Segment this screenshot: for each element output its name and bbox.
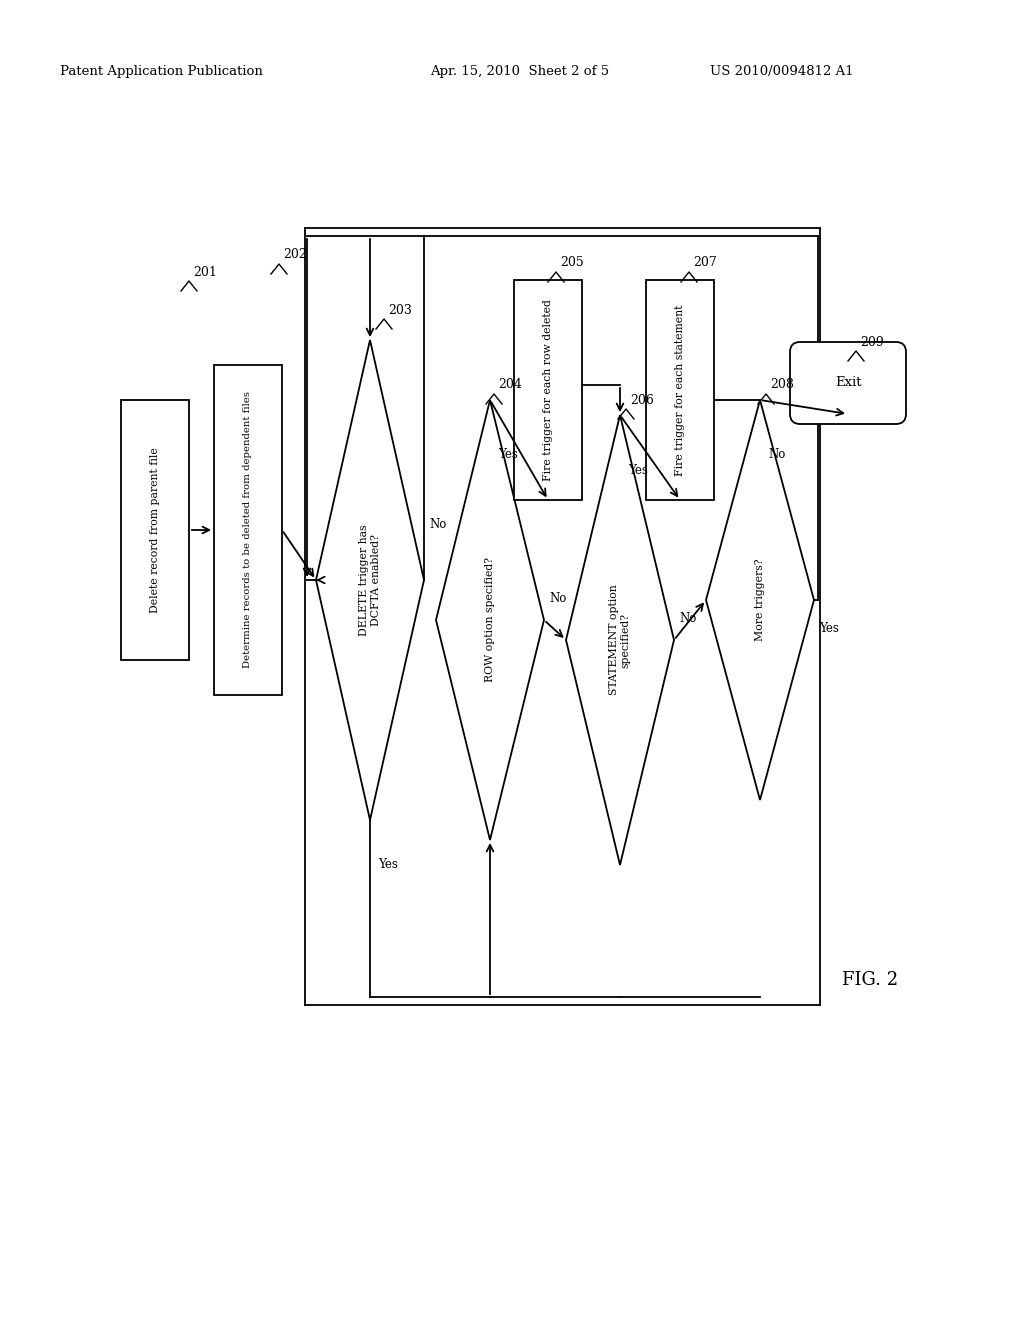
Text: FIG. 2: FIG. 2 xyxy=(842,972,898,989)
Text: Apr. 15, 2010  Sheet 2 of 5: Apr. 15, 2010 Sheet 2 of 5 xyxy=(430,66,609,78)
Text: No: No xyxy=(679,611,696,624)
Polygon shape xyxy=(436,400,544,840)
Text: 208: 208 xyxy=(770,379,794,392)
Text: 202: 202 xyxy=(283,248,307,261)
Text: 209: 209 xyxy=(860,335,884,348)
Text: More triggers?: More triggers? xyxy=(755,558,765,642)
Text: No: No xyxy=(429,519,446,532)
Text: Exit: Exit xyxy=(835,376,861,389)
Polygon shape xyxy=(566,414,674,865)
Bar xyxy=(214,366,282,696)
Text: Yes: Yes xyxy=(378,858,398,871)
Bar xyxy=(121,400,189,660)
Bar xyxy=(514,280,582,500)
Text: DELETE trigger has
DCFTA enabled?: DELETE trigger has DCFTA enabled? xyxy=(359,524,381,636)
Text: Yes: Yes xyxy=(819,622,839,635)
Text: Delete record from parent file: Delete record from parent file xyxy=(150,447,160,612)
Polygon shape xyxy=(706,400,814,800)
Text: 207: 207 xyxy=(693,256,717,269)
Text: Yes: Yes xyxy=(628,463,648,477)
Text: US 2010/0094812 A1: US 2010/0094812 A1 xyxy=(710,66,854,78)
Text: 204: 204 xyxy=(498,379,522,392)
Text: 206: 206 xyxy=(630,393,654,407)
Bar xyxy=(646,280,714,500)
Text: 201: 201 xyxy=(194,265,217,279)
Text: 205: 205 xyxy=(560,256,584,269)
FancyBboxPatch shape xyxy=(790,342,906,424)
Text: Fire trigger for each statement: Fire trigger for each statement xyxy=(675,305,685,475)
Text: No: No xyxy=(768,449,785,462)
Text: Yes: Yes xyxy=(498,449,518,462)
Text: ROW option specified?: ROW option specified? xyxy=(485,557,495,682)
Text: Fire trigger for each row deleted: Fire trigger for each row deleted xyxy=(543,300,553,480)
Text: 203: 203 xyxy=(388,304,412,317)
Text: No: No xyxy=(549,591,566,605)
Text: STATEMENT option
specified?: STATEMENT option specified? xyxy=(609,585,631,696)
Text: Determine records to be deleted from dependent files: Determine records to be deleted from dep… xyxy=(244,392,253,668)
Text: Patent Application Publication: Patent Application Publication xyxy=(60,66,263,78)
Polygon shape xyxy=(316,341,424,820)
